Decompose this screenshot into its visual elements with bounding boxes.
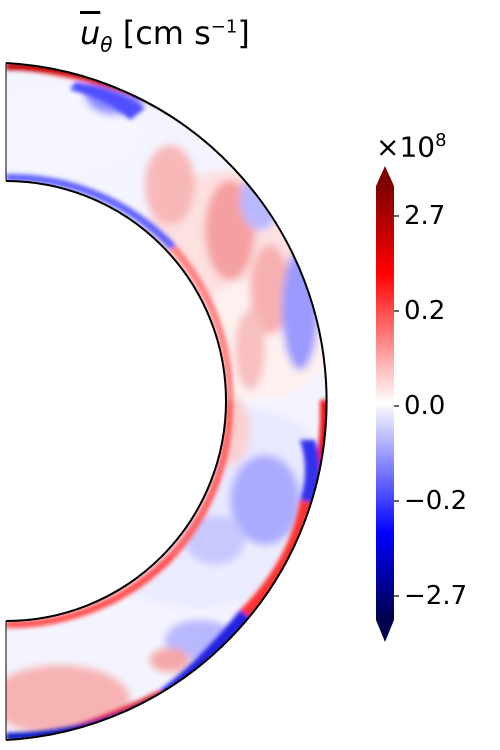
title-subscript: θ [100, 32, 113, 57]
title-unit: [cm s [112, 14, 211, 52]
title-unit-exponent: −1 [210, 16, 238, 38]
colorbar [376, 166, 399, 642]
multiplier-base: ×10 [376, 130, 436, 164]
velocity-field [6, 63, 327, 740]
colorbar-extend-min [376, 620, 394, 642]
title-unit-close: ] [237, 14, 250, 52]
colorbar-multiplier: ×108 [376, 130, 447, 163]
colorbar-extend-max [376, 166, 394, 186]
multiplier-exponent: 8 [435, 130, 447, 151]
colorbar-tick-label: 0.2 [404, 296, 446, 326]
outer-boundary [5, 62, 328, 741]
colorbar-gradient [376, 186, 394, 620]
inner-boundary [5, 180, 227, 622]
colorbar-tick-label: −0.2 [404, 486, 468, 516]
title-symbol: u [80, 14, 101, 52]
plot-title: uθ [cm s−1] [80, 14, 250, 56]
colorbar-tick-label: 2.7 [404, 201, 446, 231]
colorbar-tick-label: −2.7 [404, 581, 468, 611]
colorbar-tick-label: 0.0 [404, 391, 446, 421]
